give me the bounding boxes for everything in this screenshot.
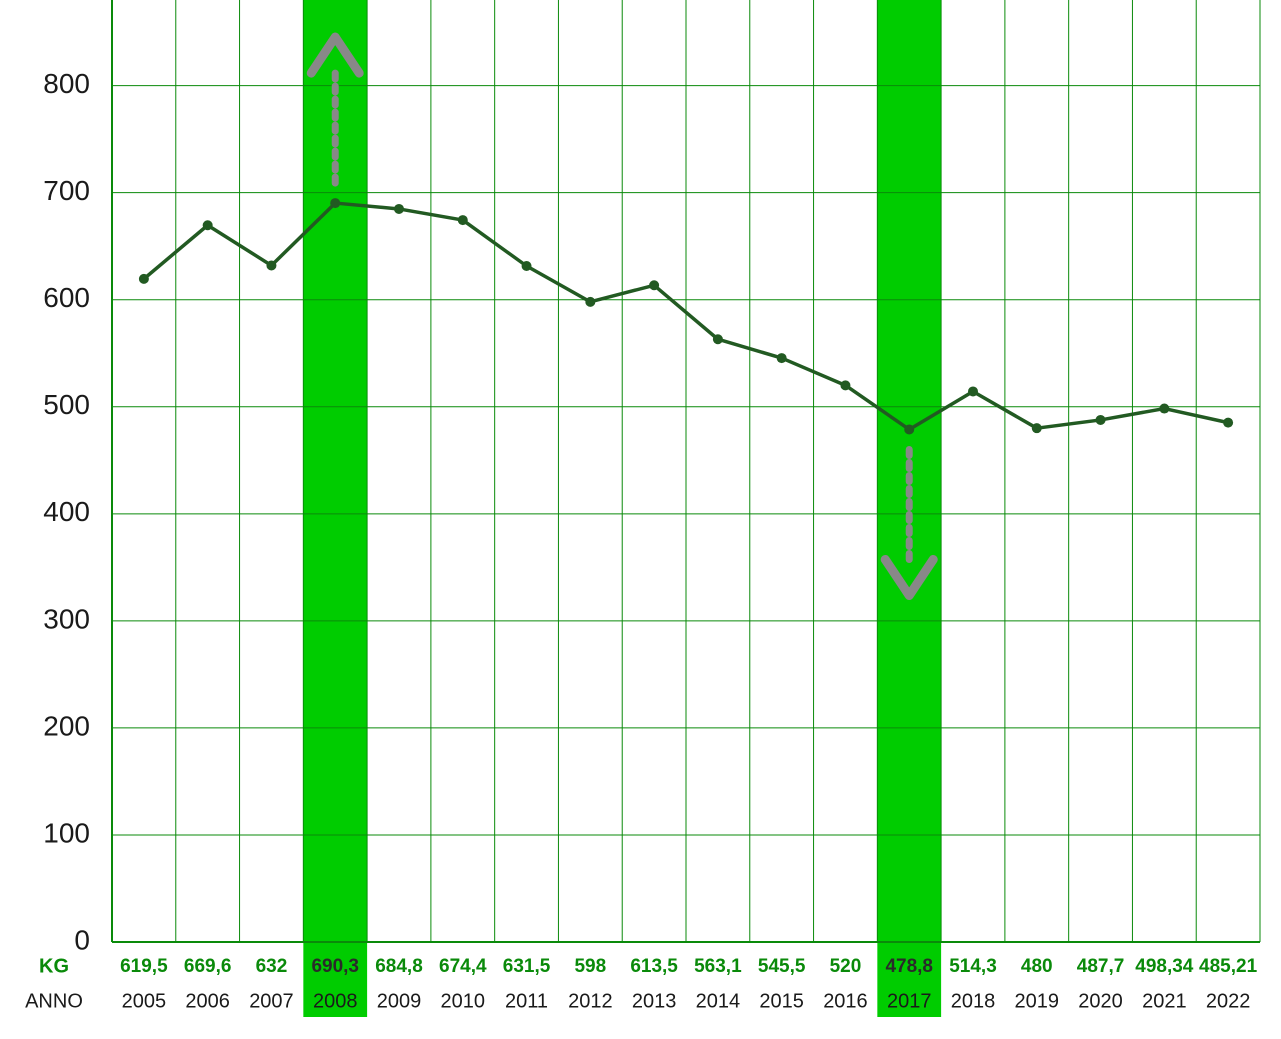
data-table-kg-cell: 498,34 [1135,956,1194,977]
chart-svg: 0 100 200 300 400 500 600 700 800 KG ANNO 619,5 2005… [0,0,1281,1039]
data-table-kg-cell: 520 [830,956,862,977]
series-marker [968,386,978,396]
data-table-kg-cell: 478,8 [885,956,933,977]
y-tick-label: 600 [43,282,90,313]
chart-container: 0 100 200 300 400 500 600 700 800 KG ANNO 619,5 2005… [0,0,1281,1039]
data-table-kg-cell: 487,7 [1077,956,1125,977]
data-table-kg-cell: 619,5 [120,956,168,977]
series-marker [713,334,723,344]
data-table-anno-cell: 2017 [887,990,932,1012]
series-marker [777,353,787,363]
data-table-anno-cell: 2013 [632,990,677,1012]
data-table-anno-cell: 2022 [1206,990,1251,1012]
data-table-kg-cell: 684,8 [375,956,423,977]
data-table-anno-cell: 2007 [249,990,294,1012]
series-marker [585,297,595,307]
y-tick-label: 300 [43,603,90,634]
data-table-anno-cell: 2015 [759,990,804,1012]
y-tick-label: 200 [43,710,90,741]
data-table-anno-cell: 2019 [1015,990,1060,1012]
data-table-kg-cell: 669,6 [184,956,232,977]
data-table-kg-cell: 632 [256,956,288,977]
data-table-kg-cell: 480 [1021,956,1053,977]
series-marker [458,215,468,225]
y-tick-label: 500 [43,389,90,420]
series-marker [1223,418,1233,428]
y-tick-label: 0 [74,924,90,955]
data-table-anno-cell: 2018 [951,990,996,1012]
series-marker [522,261,532,271]
series-marker [1032,423,1042,433]
data-table-anno-cell: 2010 [441,990,486,1012]
data-table-anno-cell: 2014 [696,990,741,1012]
series-marker [904,424,914,434]
y-tick-label: 800 [43,68,90,99]
data-table-anno-cell: 2008 [313,990,358,1012]
series-marker [266,260,276,270]
data-table-kg-cell: 674,4 [439,956,487,977]
data-table-kg-cell: 485,21 [1199,956,1258,977]
series-marker [840,380,850,390]
data-table-anno-cell: 2006 [185,990,230,1012]
data-table-kg-cell: 563,1 [694,956,742,977]
y-tick-label: 400 [43,496,90,527]
data-table-kg-cell: 613,5 [630,956,678,977]
data-table-kg-cell: 514,3 [949,956,997,977]
y-tick-label: 700 [43,175,90,206]
data-table-kg-cell: 598 [574,956,606,977]
data-table-anno-cell: 2012 [568,990,613,1012]
series-marker [330,198,340,208]
series-marker [203,220,213,230]
y-tick-label: 100 [43,817,90,848]
data-table-anno-cell: 2021 [1142,990,1187,1012]
series-marker [139,274,149,284]
data-table-anno-cell: 2016 [823,990,868,1012]
series-marker [649,280,659,290]
data-table-kg-cell: 545,5 [758,956,806,977]
data-table-row-header-kg: KG [39,955,69,977]
data-table-anno-cell: 2011 [505,990,548,1012]
data-table-kg-cell: 631,5 [503,956,551,977]
data-table-row-header-anno: ANNO [25,990,83,1012]
data-table-anno-cell: 2005 [122,990,167,1012]
series-marker [1159,404,1169,414]
data-table-anno-cell: 2009 [377,990,422,1012]
data-table-kg-cell: 690,3 [311,956,359,977]
series-marker [394,204,404,214]
data-table-anno-cell: 2020 [1078,990,1123,1012]
series-marker [1096,415,1106,425]
